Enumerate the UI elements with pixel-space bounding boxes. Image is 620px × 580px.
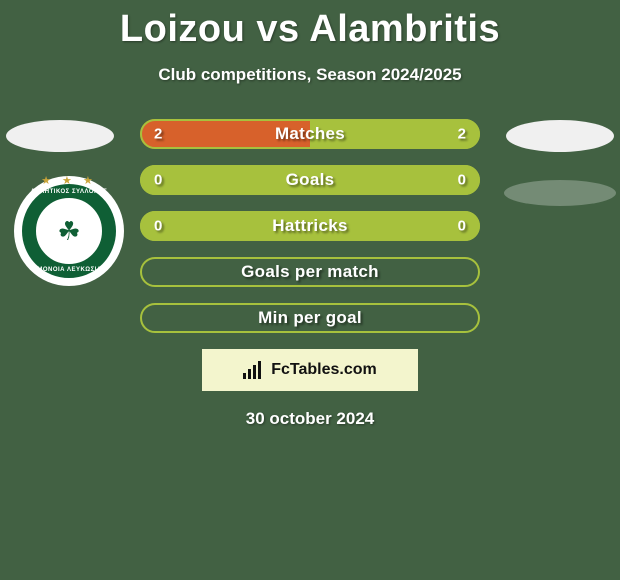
club-badge-text-top: ΑΘΛΗΤΙΚΟΣ ΣΥΛΛΟΓΟΣ <box>14 189 124 195</box>
page-title: Loizou vs Alambritis <box>0 0 620 51</box>
player-right-oval <box>506 120 614 152</box>
player-right-shadow-oval <box>504 180 616 206</box>
club-badge-year: 1948 <box>14 199 124 208</box>
stat-value-left: 0 <box>154 218 162 235</box>
attribution-box: FcTables.com <box>202 349 418 391</box>
stat-label: Goals <box>286 170 335 190</box>
stat-label: Goals per match <box>241 262 379 282</box>
stat-label: Matches <box>275 124 345 144</box>
club-badge-text-bottom: ΟΜΟΝΟΙΑ ΛΕΥΚΩΣΙΑΣ <box>14 267 124 273</box>
stat-value-right: 0 <box>458 218 466 235</box>
stat-value-right: 0 <box>458 172 466 189</box>
page-subtitle: Club competitions, Season 2024/2025 <box>0 65 620 85</box>
stat-value-left: 0 <box>154 172 162 189</box>
attribution-text: FcTables.com <box>271 361 377 379</box>
stat-row: 0 0 Goals <box>140 165 480 195</box>
stat-row: Goals per match <box>140 257 480 287</box>
stat-row: Min per goal <box>140 303 480 333</box>
stat-value-left: 2 <box>154 126 162 143</box>
stat-label: Min per goal <box>258 308 362 328</box>
page-date: 30 october 2024 <box>0 409 620 429</box>
player-left-oval <box>6 120 114 152</box>
stat-row: 0 0 Hattricks <box>140 211 480 241</box>
stat-label: Hattricks <box>272 216 347 236</box>
stat-value-right: 2 <box>458 126 466 143</box>
bar-chart-icon <box>243 361 265 379</box>
club-badge: ★ ★ ★ ΑΘΛΗΤΙΚΟΣ ΣΥΛΛΟΓΟΣ 1948 ☘ ΟΜΟΝΟΙΑ … <box>14 176 124 286</box>
stat-fill-left <box>140 165 310 195</box>
shamrock-icon: ☘ <box>57 218 80 244</box>
stat-fill-right <box>310 165 480 195</box>
stat-row: 2 2 Matches <box>140 119 480 149</box>
